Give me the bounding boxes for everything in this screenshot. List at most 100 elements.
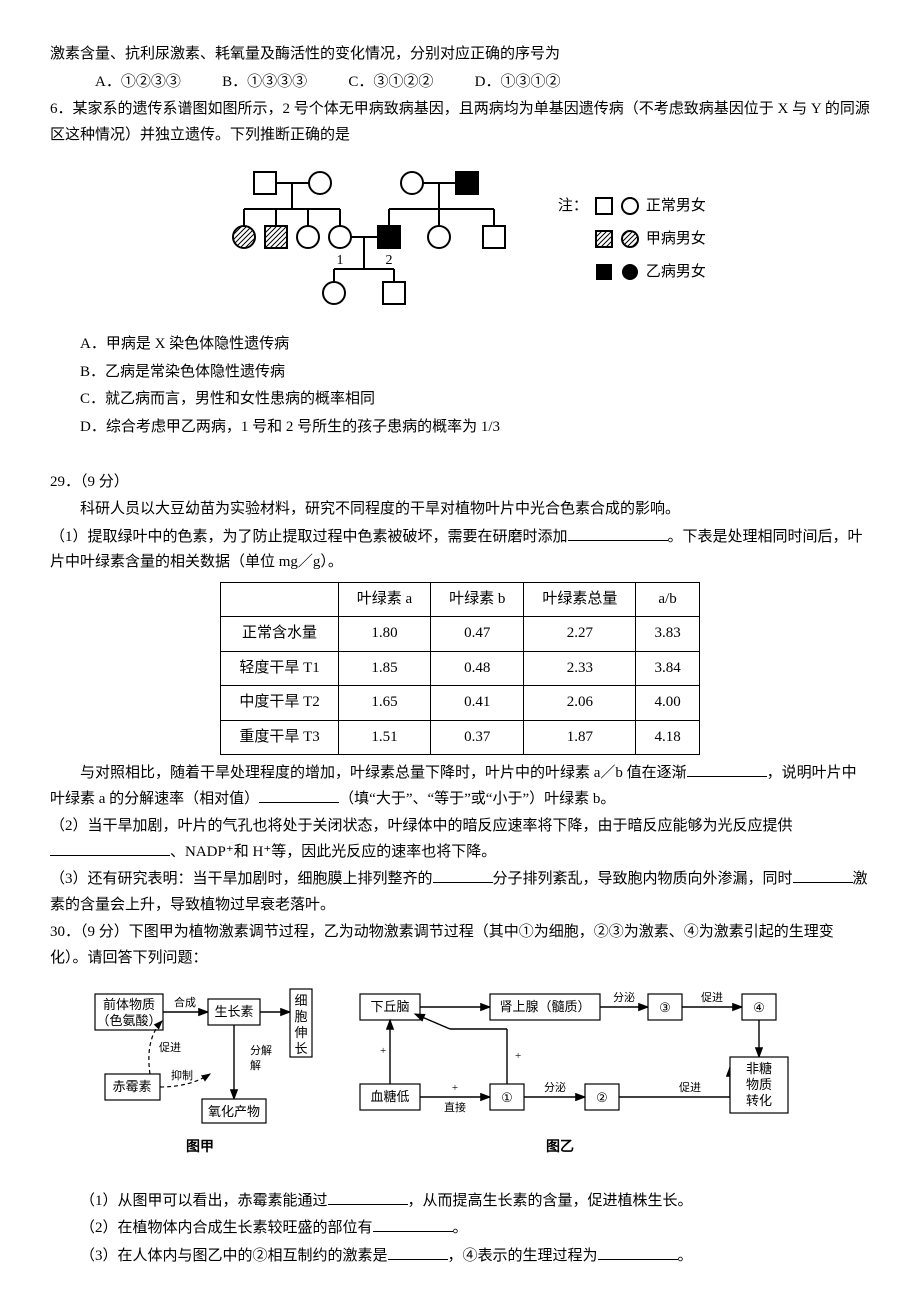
legend-header: 注： [558, 190, 588, 223]
box-adrenal: 肾上腺（髓质） [499, 999, 590, 1014]
blank-adp[interactable] [50, 855, 170, 856]
box-4: ④ [753, 1000, 765, 1015]
cell: 1.80 [338, 617, 430, 652]
svg-text:解: 解 [250, 1058, 261, 1072]
cell: 正常含水量 [221, 617, 338, 652]
plus-2: + [452, 1082, 458, 1094]
q6-opt-b[interactable]: B．乙病是常染色体隐性遗传病 [80, 360, 870, 386]
q29-after-table: 与对照相比，随着干旱处理程度的增加，叶绿素总量下降时，叶片中的叶绿素 a／b 值… [50, 761, 870, 812]
txt: （3）在人体内与图乙中的②相互制约的激素是 [80, 1248, 388, 1264]
txt: （2）在植物体内合成生长素较旺盛的部位有 [80, 1220, 373, 1236]
box-nonsugar-1: 非糖 [746, 1061, 772, 1076]
q29-heading: 29．（9 分） [50, 470, 870, 496]
box-3: ③ [659, 1000, 671, 1015]
q6-opt-d[interactable]: D．综合考虑甲乙两病，1 号和 2 号所生的孩子患病的概率为 1/3 [80, 415, 870, 441]
box-ga: 赤霉素 [112, 1079, 151, 1094]
lbl-promote-2: 促进 [679, 1080, 701, 1094]
cell: 2.33 [524, 651, 636, 686]
q29-p2: （1）提取绿叶中的色素，为了防止提取过程中色素被破坏，需要在研磨时添加。下表是处… [50, 525, 870, 576]
th-0 [221, 582, 338, 617]
blank-trend[interactable] [687, 776, 767, 777]
th-3: 叶绿素总量 [524, 582, 636, 617]
box-oxidation: 氧化产物 [208, 1104, 260, 1119]
cell: 轻度干旱 T1 [221, 651, 338, 686]
table-row: 轻度干旱 T1 1.85 0.48 2.33 3.84 [221, 651, 699, 686]
caption-jia: 图甲 [186, 1139, 214, 1155]
q29-p4: （3）还有研究表明：当干旱加剧时，细胞膜上排列整齐的分子排列紊乱，导致胞内物质向… [50, 867, 870, 918]
lbl-decomposition: 分解 [250, 1043, 272, 1057]
q5-opt-d[interactable]: D．①③①② [475, 74, 561, 90]
q5-opt-a[interactable]: A．①②③③ [95, 74, 181, 90]
table-row: 中度干旱 T2 1.65 0.41 2.06 4.00 [221, 686, 699, 721]
blank-calcium[interactable] [568, 540, 668, 541]
txt: 。 [678, 1248, 693, 1264]
table-row: 正常含水量 1.80 0.47 2.27 3.83 [221, 617, 699, 652]
txt: （1）从图甲可以看出，赤霉素能通过 [80, 1193, 328, 1209]
blank-30-3a[interactable] [388, 1259, 448, 1260]
blank-30-3b[interactable] [598, 1259, 678, 1260]
q29-p2a: （1）提取绿叶中的色素，为了防止提取过程中色素被破坏，需要在研磨时添加 [50, 529, 568, 545]
lbl-inhibit: 抑制 [171, 1068, 193, 1082]
lbl-promote-3: 促进 [701, 990, 723, 1004]
cell: 3.83 [636, 617, 699, 652]
legend-jia: 甲病男女 [646, 223, 706, 256]
svg-text:长: 长 [294, 1041, 307, 1056]
lbl-synthesis: 合成 [174, 995, 196, 1009]
cell: 4.18 [636, 720, 699, 755]
txt: 、NADP⁺和 H⁺等，因此光反应的速率也将下降。 [170, 844, 496, 860]
box-nonsugar-2: 物质 [746, 1077, 772, 1092]
txt: 。 [453, 1220, 468, 1236]
pedigree-figure: 1 2 注： 正常男女 注： 甲病男女 注： [50, 154, 870, 324]
cell: 0.41 [431, 686, 524, 721]
lbl-secrete-1: 分泌 [613, 991, 635, 1004]
blank-aba[interactable] [793, 882, 853, 883]
cell: 1.85 [338, 651, 430, 686]
q30-heading: 30．（9 分）下图甲为植物激素调节过程，乙为动物激素调节过程（其中①为细胞，②… [50, 920, 870, 971]
cell: 4.00 [636, 686, 699, 721]
cell: 1.51 [338, 720, 430, 755]
table-row: 重度干旱 T3 1.51 0.37 1.87 4.18 [221, 720, 699, 755]
svg-text:细: 细 [294, 993, 307, 1008]
box-nonsugar-3: 转化 [746, 1093, 772, 1108]
cell: 0.37 [431, 720, 524, 755]
q6-opt-a[interactable]: A．甲病是 X 染色体隐性遗传病 [80, 332, 870, 358]
th-4: a/b [636, 582, 699, 617]
txt: （填“大于”、“等于”或“小于”）叶绿素 b。 [339, 791, 615, 807]
table-header-row: 叶绿素 a 叶绿素 b 叶绿素总量 a/b [221, 582, 699, 617]
cell: 1.65 [338, 686, 430, 721]
blank-30-2[interactable] [373, 1231, 453, 1232]
plus-3: + [515, 1050, 521, 1062]
legend-normal: 正常男女 [646, 190, 706, 223]
txt: ，从而提高生长素的含量，促进植株生长。 [408, 1193, 693, 1209]
lbl-secrete-2: 分泌 [544, 1081, 566, 1094]
blank-compare[interactable] [259, 802, 339, 803]
chlorophyll-table: 叶绿素 a 叶绿素 b 叶绿素总量 a/b 正常含水量 1.80 0.47 2.… [220, 582, 699, 756]
q5-options: A．①②③③ B．①③③③ C．③①②② D．①③①② [95, 70, 870, 96]
cell: 0.47 [431, 617, 524, 652]
cell: 2.06 [524, 686, 636, 721]
caption-yi: 图乙 [546, 1139, 574, 1155]
q5-opt-b[interactable]: B．①③③③ [222, 74, 307, 90]
svg-text:伸: 伸 [294, 1025, 307, 1040]
lbl-direct: 直接 [444, 1100, 466, 1114]
blank-30-1[interactable] [328, 1204, 408, 1205]
q30-3: （3）在人体内与图乙中的②相互制约的激素是 ，④表示的生理过程为 。 [50, 1244, 870, 1270]
flow-diagrams: 前体物质 （色氨酸） 合成 生长素 细 胞 伸 长 促进 抑制 分解 解 赤霉素… [50, 979, 870, 1179]
q29-p3: （2）当干旱加剧，叶片的气孔也将处于关闭状态，叶绿体中的暗反应速率将下降，由于暗… [50, 814, 870, 865]
pedigree-label-1: 1 [337, 253, 344, 268]
blank-phospholipid[interactable] [433, 882, 493, 883]
q5-opt-c[interactable]: C．③①②② [348, 74, 433, 90]
cell: 中度干旱 T2 [221, 686, 338, 721]
txt: 与对照相比，随着干旱处理程度的增加，叶绿素总量下降时，叶片中的叶绿素 a／b 值… [80, 765, 687, 781]
pedigree-label-2: 2 [386, 253, 393, 268]
txt: ，④表示的生理过程为 [448, 1248, 598, 1264]
cell: 2.27 [524, 617, 636, 652]
q6-opt-c[interactable]: C．就乙病而言，男性和女性患病的概率相同 [80, 387, 870, 413]
plus-1: + [380, 1045, 386, 1057]
q5-intro: 激素含量、抗利尿激素、耗氧量及酶活性的变化情况，分别对应正确的序号为 [50, 42, 870, 68]
box-low-glucose: 血糖低 [370, 1089, 409, 1104]
box-auxin: 生长素 [214, 1004, 253, 1019]
q30-2: （2）在植物体内合成生长素较旺盛的部位有 。 [50, 1216, 870, 1242]
cell: 0.48 [431, 651, 524, 686]
q29-p1: 科研人员以大豆幼苗为实验材料，研究不同程度的干旱对植物叶片中光合色素合成的影响。 [50, 497, 870, 523]
